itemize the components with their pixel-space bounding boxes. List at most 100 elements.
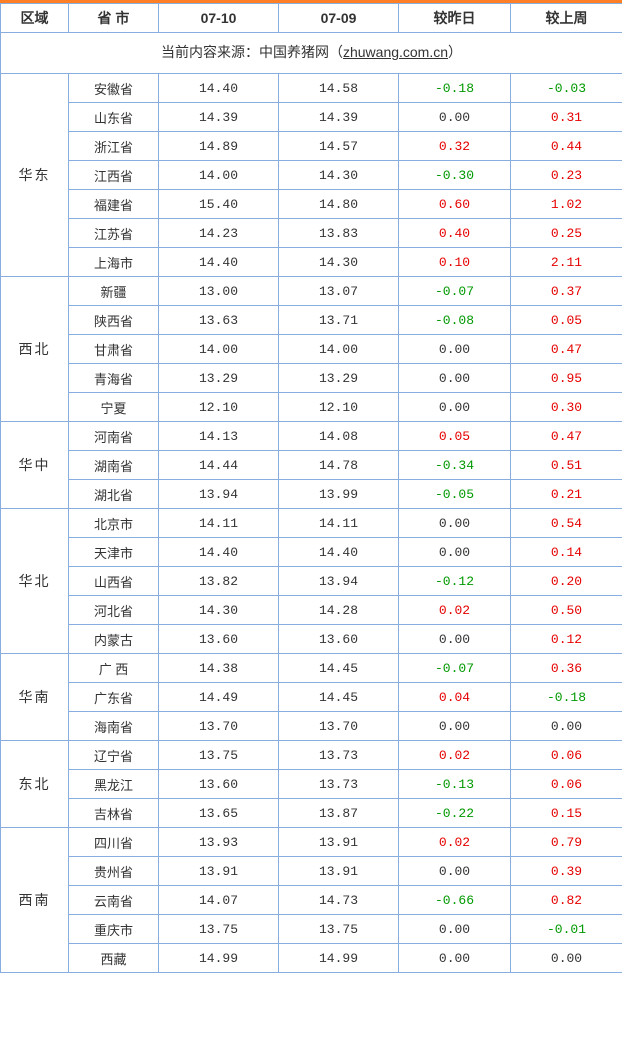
value-vs-lastweek: 0.12	[511, 625, 622, 654]
value-vs-yesterday: 0.00	[399, 944, 511, 973]
col-province: 省 市	[69, 4, 159, 33]
value-vs-lastweek: 0.05	[511, 306, 622, 335]
value-vs-yesterday: 0.00	[399, 857, 511, 886]
value-vs-lastweek: -0.01	[511, 915, 622, 944]
value-date1: 13.60	[159, 770, 279, 799]
value-date1: 14.39	[159, 103, 279, 132]
value-date2: 14.40	[279, 538, 399, 567]
table-row: 西藏14.9914.990.000.00	[1, 944, 622, 973]
value-date1: 13.94	[159, 480, 279, 509]
value-vs-yesterday: 0.00	[399, 103, 511, 132]
table-row: 西南四川省13.9313.910.020.79	[1, 828, 622, 857]
value-date1: 13.75	[159, 915, 279, 944]
value-vs-yesterday: -0.22	[399, 799, 511, 828]
value-vs-lastweek: 0.39	[511, 857, 622, 886]
value-vs-lastweek: 1.02	[511, 190, 622, 219]
value-vs-lastweek: 0.44	[511, 132, 622, 161]
table-row: 内蒙古13.6013.600.000.12	[1, 625, 622, 654]
value-vs-lastweek: -0.03	[511, 74, 622, 103]
province-cell: 宁夏	[69, 393, 159, 422]
value-date2: 14.08	[279, 422, 399, 451]
value-vs-lastweek: 0.00	[511, 944, 622, 973]
value-vs-lastweek: 0.47	[511, 422, 622, 451]
province-cell: 福建省	[69, 190, 159, 219]
value-date2: 13.91	[279, 857, 399, 886]
value-vs-lastweek: -0.18	[511, 683, 622, 712]
table-row: 陕西省13.6313.71-0.080.05	[1, 306, 622, 335]
value-vs-lastweek: 0.30	[511, 393, 622, 422]
province-cell: 辽宁省	[69, 741, 159, 770]
value-vs-yesterday: -0.05	[399, 480, 511, 509]
table-row: 贵州省13.9113.910.000.39	[1, 857, 622, 886]
value-date2: 14.58	[279, 74, 399, 103]
province-cell: 西藏	[69, 944, 159, 973]
value-date1: 14.30	[159, 596, 279, 625]
col-vs-yesterday: 较昨日	[399, 4, 511, 33]
value-vs-yesterday: 0.02	[399, 741, 511, 770]
value-date1: 13.60	[159, 625, 279, 654]
value-vs-yesterday: 0.00	[399, 393, 511, 422]
province-cell: 浙江省	[69, 132, 159, 161]
value-vs-lastweek: 0.31	[511, 103, 622, 132]
value-date2: 13.70	[279, 712, 399, 741]
value-vs-yesterday: 0.05	[399, 422, 511, 451]
value-date2: 13.73	[279, 741, 399, 770]
value-vs-lastweek: 0.82	[511, 886, 622, 915]
value-vs-lastweek: 0.15	[511, 799, 622, 828]
value-date2: 12.10	[279, 393, 399, 422]
col-vs-lastweek: 较上周	[511, 4, 622, 33]
province-cell: 上海市	[69, 248, 159, 277]
value-vs-yesterday: 0.00	[399, 915, 511, 944]
province-cell: 重庆市	[69, 915, 159, 944]
value-vs-yesterday: -0.18	[399, 74, 511, 103]
value-vs-yesterday: -0.07	[399, 277, 511, 306]
source-suffix: ）	[448, 44, 462, 60]
province-cell: 山西省	[69, 567, 159, 596]
value-date1: 13.91	[159, 857, 279, 886]
value-vs-yesterday: -0.13	[399, 770, 511, 799]
value-date1: 13.75	[159, 741, 279, 770]
header-row: 区域 省 市 07-10 07-09 较昨日 较上周	[1, 4, 622, 33]
value-date2: 13.87	[279, 799, 399, 828]
value-date1: 14.49	[159, 683, 279, 712]
source-row: 当前内容来源：中国养猪网（zhuwang.com.cn）	[1, 33, 622, 74]
source-prefix: 当前内容来源：中国养猪网（	[161, 44, 343, 60]
value-date2: 13.94	[279, 567, 399, 596]
value-date2: 13.83	[279, 219, 399, 248]
value-date1: 13.70	[159, 712, 279, 741]
region-cell: 华南	[1, 654, 69, 741]
col-date1: 07-10	[159, 4, 279, 33]
value-date1: 13.63	[159, 306, 279, 335]
value-date2: 14.45	[279, 683, 399, 712]
value-vs-yesterday: -0.30	[399, 161, 511, 190]
value-vs-lastweek: 2.11	[511, 248, 622, 277]
value-date1: 14.13	[159, 422, 279, 451]
value-vs-yesterday: 0.40	[399, 219, 511, 248]
table-body: 华东安徽省14.4014.58-0.18-0.03山东省14.3914.390.…	[1, 74, 622, 973]
price-table: 区域 省 市 07-10 07-09 较昨日 较上周 当前内容来源：中国养猪网（…	[0, 3, 622, 973]
value-date2: 14.57	[279, 132, 399, 161]
value-date1: 14.40	[159, 248, 279, 277]
value-date1: 13.29	[159, 364, 279, 393]
value-date2: 14.30	[279, 248, 399, 277]
price-table-wrapper: 区域 省 市 07-10 07-09 较昨日 较上周 当前内容来源：中国养猪网（…	[0, 0, 622, 973]
region-cell: 西北	[1, 277, 69, 422]
table-row: 重庆市13.7513.750.00-0.01	[1, 915, 622, 944]
value-vs-lastweek: 0.20	[511, 567, 622, 596]
value-date2: 14.78	[279, 451, 399, 480]
value-vs-yesterday: 0.32	[399, 132, 511, 161]
table-row: 湖北省13.9413.99-0.050.21	[1, 480, 622, 509]
province-cell: 广东省	[69, 683, 159, 712]
value-date1: 13.00	[159, 277, 279, 306]
value-date2: 14.11	[279, 509, 399, 538]
value-vs-lastweek: 0.06	[511, 770, 622, 799]
table-head: 区域 省 市 07-10 07-09 较昨日 较上周 当前内容来源：中国养猪网（…	[1, 4, 622, 74]
region-cell: 华北	[1, 509, 69, 654]
province-cell: 新疆	[69, 277, 159, 306]
value-date2: 13.60	[279, 625, 399, 654]
table-row: 上海市14.4014.300.102.11	[1, 248, 622, 277]
value-date1: 13.93	[159, 828, 279, 857]
province-cell: 北京市	[69, 509, 159, 538]
value-vs-yesterday: 0.00	[399, 625, 511, 654]
value-vs-lastweek: 0.21	[511, 480, 622, 509]
